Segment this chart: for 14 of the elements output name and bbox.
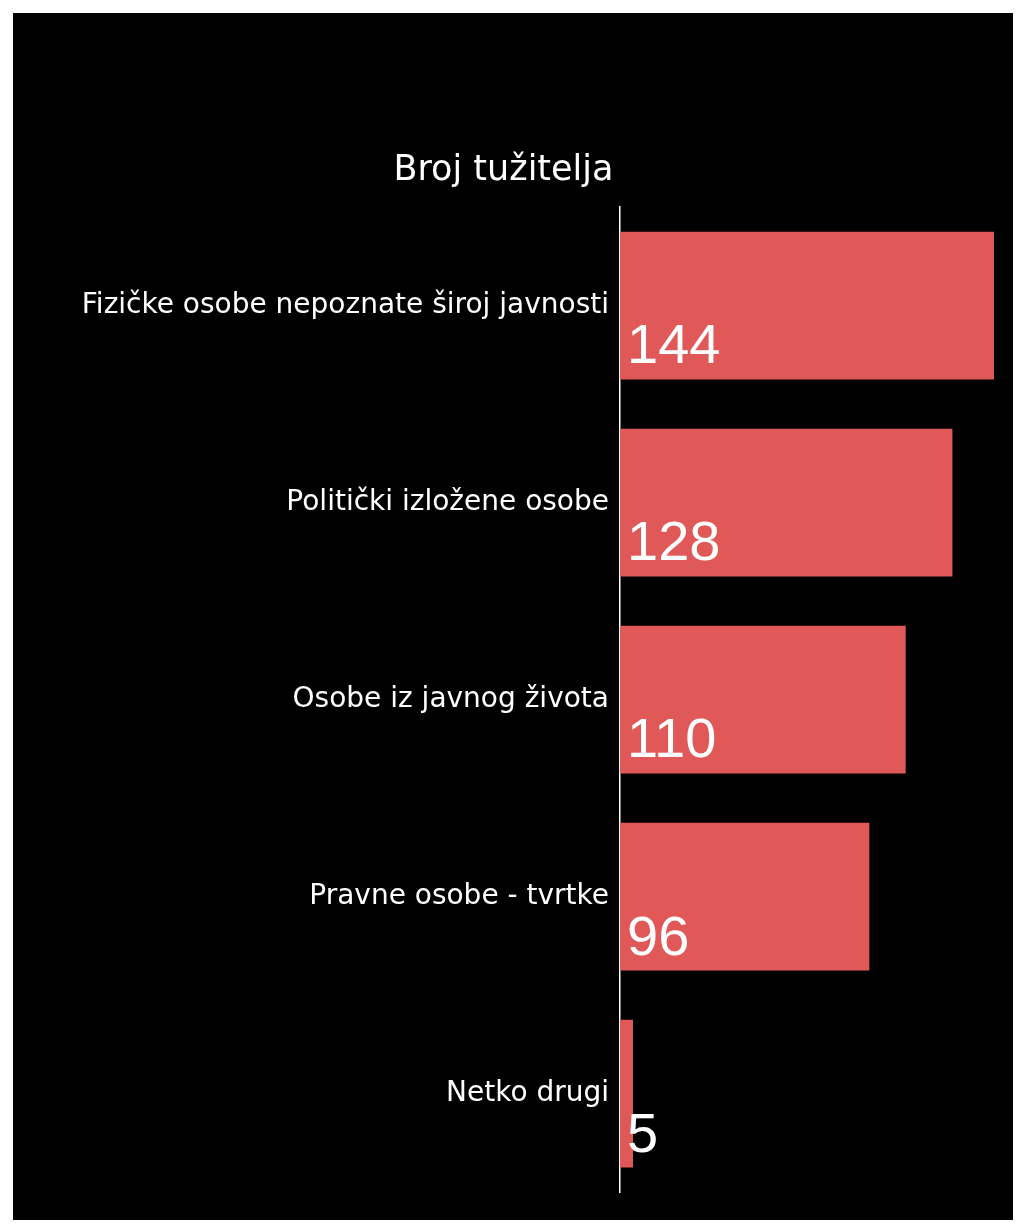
y-tick-label: Politički izložene osobe — [286, 483, 609, 517]
y-tick-label: Fizičke osobe nepoznate široj javnosti — [81, 286, 609, 320]
bar — [620, 822, 870, 971]
data-label: 110 — [627, 706, 717, 770]
y-tick-label: Pravne osobe - tvrtke — [309, 877, 609, 911]
chart-title: Broj tužitelja — [393, 148, 614, 189]
data-label: 128 — [627, 509, 721, 573]
data-label: 144 — [627, 312, 721, 376]
data-label: 96 — [627, 903, 690, 967]
bar — [620, 625, 906, 774]
y-tick-label: Netko drugi — [446, 1074, 609, 1108]
bar — [620, 231, 994, 380]
y-tick-label: Osobe iz javnog života — [292, 680, 609, 714]
bar — [620, 428, 953, 577]
